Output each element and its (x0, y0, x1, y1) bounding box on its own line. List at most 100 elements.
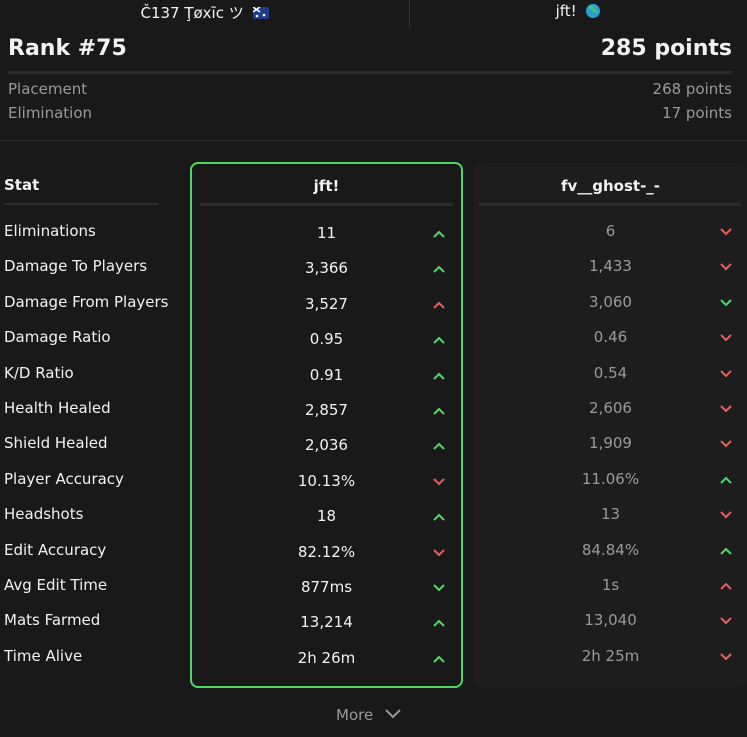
trend-down (720, 228, 732, 236)
stat-label: Health Healed (4, 399, 111, 417)
separator (8, 71, 732, 74)
arrow (433, 372, 445, 380)
arrow (433, 301, 445, 309)
header-rule (479, 203, 741, 206)
trend-up (433, 265, 445, 274)
player-value: 0.91 (309, 365, 344, 384)
player-value: 3,527 (305, 294, 348, 313)
player-value: 2,857 (305, 401, 348, 419)
player-value: 2h 26m (297, 648, 356, 667)
stat-label: Eliminations (4, 222, 96, 240)
trend-up (433, 372, 445, 380)
trend-up (433, 619, 445, 628)
column-header: Stat (4, 176, 40, 194)
player-value: 0.95 (309, 330, 344, 349)
arrow (720, 582, 732, 590)
trend-up (720, 582, 732, 590)
trend-down (433, 478, 445, 486)
breakdown-value: 17 points (662, 104, 732, 122)
player-value: 13,214 (300, 613, 353, 632)
stat-label: Mats Farmed (4, 611, 101, 630)
trend-down (720, 334, 732, 342)
arrow (720, 228, 732, 236)
flag-icon (252, 6, 269, 19)
opponent-value: 13,040 (584, 611, 637, 630)
arrow (720, 653, 732, 661)
trend-up (720, 547, 732, 555)
player-value: 82.12% (297, 542, 356, 561)
breakdown-label: Placement (8, 80, 88, 98)
divider (409, 0, 410, 28)
breakdown-label: Elimination (8, 104, 93, 122)
player-value: 10.13% (297, 471, 356, 490)
stat-label: Headshots (4, 505, 84, 524)
arrow (720, 334, 732, 342)
arrow (720, 547, 732, 555)
arrow (433, 336, 445, 344)
trend-down (720, 617, 732, 625)
separator (0, 140, 747, 141)
trend-down (720, 405, 732, 413)
stat-label: Damage From Players (4, 292, 169, 311)
trend-up (720, 476, 732, 484)
opponent-value: 0.46 (593, 328, 628, 347)
stat-label: Shield Healed (4, 434, 108, 453)
player-value: 2,036 (305, 436, 348, 455)
arrow (720, 405, 732, 413)
stat-label: Time Alive (4, 646, 83, 665)
arrow (720, 511, 732, 519)
trend-up (433, 301, 445, 309)
opponent-value: 11.06% (581, 469, 640, 488)
opponent-value: 13 (600, 505, 621, 524)
more-button[interactable]: More (336, 706, 402, 724)
player-two: jft! (410, 2, 747, 20)
arrow (720, 263, 732, 271)
stat-label: Damage To Players (4, 257, 148, 276)
arrow (433, 230, 445, 238)
opponent-value: 2,606 (589, 399, 632, 417)
trend-down (433, 584, 445, 592)
arrow (720, 476, 732, 484)
trend-up (433, 442, 445, 451)
player-column (190, 162, 463, 688)
trend-down (433, 548, 445, 557)
stat-label: Avg Edit Time (4, 576, 108, 594)
arrow (433, 442, 445, 451)
stat-label: K/D Ratio (4, 363, 74, 382)
opponent-value: 84.84% (581, 540, 640, 559)
trend-up (433, 655, 445, 663)
trend-down (720, 369, 732, 378)
opponent-value: 1s (601, 576, 620, 594)
globe-icon (586, 4, 601, 18)
total-points: 285 points (600, 36, 732, 61)
arrow (433, 265, 445, 274)
opponent-value: 1,909 (589, 434, 632, 453)
trend-down (720, 263, 732, 271)
arrow (433, 478, 445, 486)
opponent-value: 0.54 (593, 363, 628, 382)
player-value: 18 (316, 507, 337, 526)
stat-label: Damage Ratio (4, 328, 111, 347)
header-rule (4, 203, 158, 205)
trend-up (433, 336, 445, 344)
player-value: 877ms (300, 578, 353, 596)
opponent-value: 3,060 (589, 292, 632, 311)
trend-up (433, 513, 445, 521)
rank: Rank #75 (8, 36, 127, 61)
player-name: Č137 Ţøxīc ツ (140, 4, 244, 22)
arrow (720, 369, 732, 378)
opponent-value: 6 (605, 222, 616, 240)
arrow (433, 619, 445, 628)
trend-down (720, 653, 732, 661)
column-header: jft! (313, 177, 340, 195)
trend-down (720, 511, 732, 519)
arrow (433, 407, 445, 415)
trend-down (720, 440, 732, 448)
trend-up (433, 407, 445, 415)
arrow (720, 440, 732, 448)
arrow (433, 584, 445, 592)
arrow (433, 655, 445, 663)
header-rule (200, 203, 453, 206)
player-one: Č137 Ţøxīc ツ (0, 2, 409, 23)
